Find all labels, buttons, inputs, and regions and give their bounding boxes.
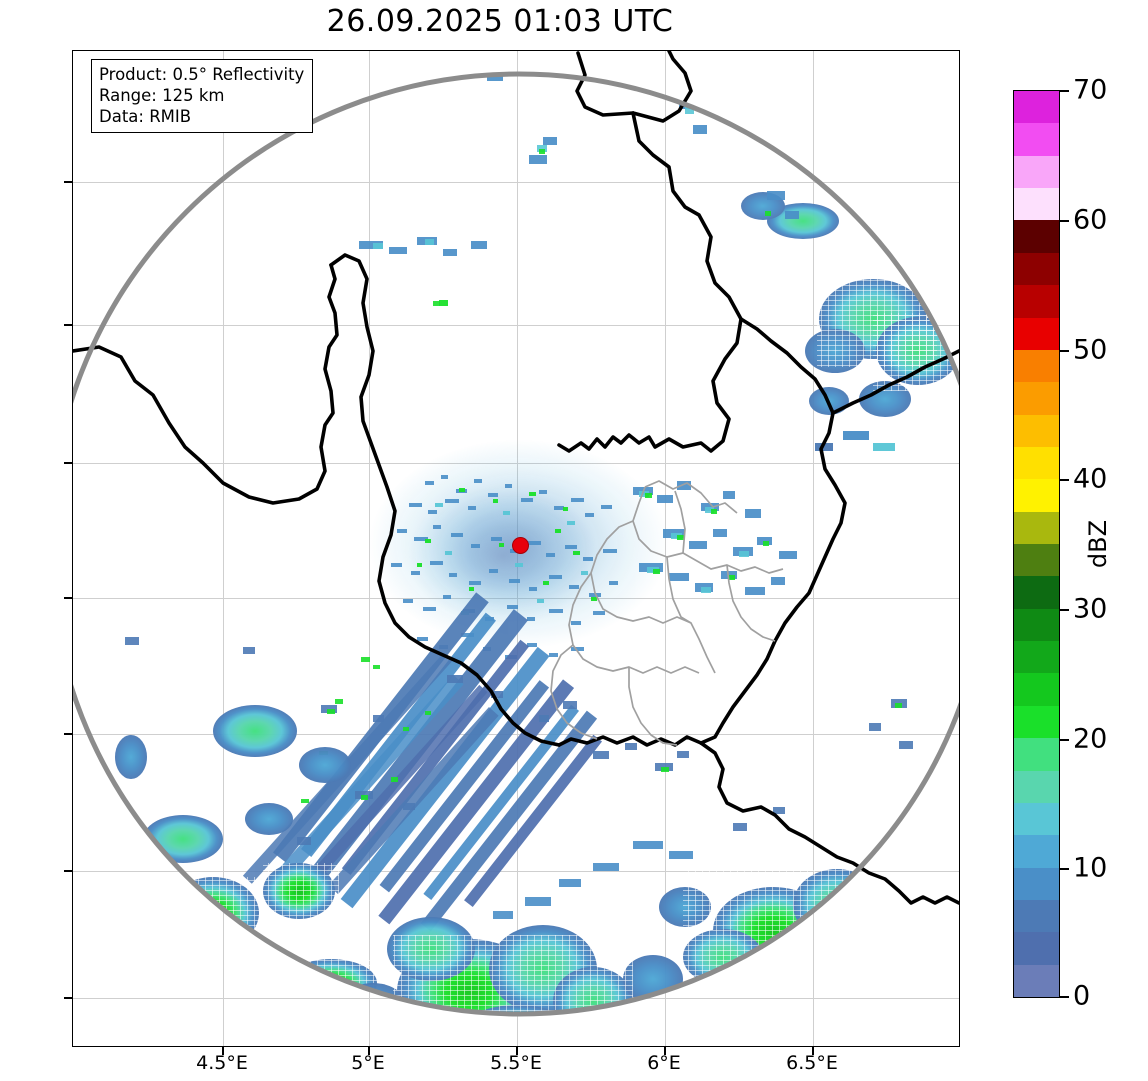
colorbar-band-17	[1014, 641, 1059, 674]
colorbar-band-4	[1014, 220, 1059, 253]
y-tick-mark	[64, 733, 72, 735]
page-title: 26.09.2025 01:03 UTC	[326, 4, 674, 39]
x-tick-mark	[368, 1047, 370, 1055]
colorbar-band-20	[1014, 738, 1059, 771]
x-tick-mark	[812, 1047, 814, 1055]
colorbar-band-2	[1014, 155, 1059, 189]
gridline-horizontal	[73, 325, 959, 326]
x-tick-mark	[222, 1047, 224, 1055]
x-tick-mark	[516, 1047, 518, 1055]
colorbar-band-11	[1014, 446, 1059, 480]
colorbar-band-13	[1014, 511, 1059, 545]
y-tick-mark	[64, 181, 72, 183]
colorbar-label-70: 70	[1073, 74, 1108, 106]
gridline-horizontal	[73, 871, 959, 872]
colorbar-label-50: 50	[1073, 334, 1108, 366]
colorbar[interactable]: 70 60 50 40 30 20 10 0	[1013, 75, 1107, 1012]
colorbar-band-14	[1014, 544, 1059, 577]
gridline-vertical	[813, 51, 814, 1046]
colorbar-tick	[1060, 739, 1069, 741]
y-tick-mark	[64, 870, 72, 872]
colorbar-label-40: 40	[1073, 463, 1108, 495]
colorbar-label-60: 60	[1073, 204, 1108, 236]
radar-map-plot[interactable]: Product: 0.5° Reflectivity Range: 125 km…	[72, 50, 960, 1047]
colorbar-band-8	[1014, 349, 1059, 383]
gridline-vertical	[223, 51, 224, 1046]
product-info-box: Product: 0.5° Reflectivity Range: 125 km…	[91, 59, 314, 134]
colorbar-gradient	[1013, 90, 1060, 998]
colorbar-label-0: 0	[1073, 980, 1091, 1012]
colorbar-band-21	[1014, 770, 1059, 803]
internal-border	[550, 480, 784, 746]
colorbar-band-5	[1014, 252, 1059, 286]
gridline-horizontal	[73, 182, 959, 183]
colorbar-label-10: 10	[1073, 852, 1108, 884]
info-product: Product: 0.5° Reflectivity	[99, 65, 305, 84]
colorbar-tick	[1060, 609, 1069, 611]
x-axis-label-5-5e: 5.5°E	[490, 1052, 542, 1074]
colorbar-band-16	[1014, 608, 1059, 642]
colorbar-band-24	[1014, 867, 1059, 900]
y-tick-mark	[64, 462, 72, 464]
colorbar-band-18	[1014, 673, 1059, 706]
colorbar-tick	[1060, 90, 1069, 92]
x-tick-mark	[664, 1047, 666, 1055]
info-data: Data: RMIB	[99, 107, 192, 127]
radar-site-marker[interactable]	[512, 537, 529, 554]
colorbar-band-23	[1014, 835, 1059, 868]
colorbar-label-30: 30	[1073, 593, 1108, 625]
y-tick-mark	[64, 597, 72, 599]
colorbar-band-22	[1014, 802, 1059, 836]
colorbar-tick	[1060, 479, 1069, 481]
y-tick-mark	[64, 997, 72, 999]
colorbar-band-15	[1014, 576, 1059, 609]
x-axis-label-4-5e: 4.5°E	[196, 1052, 248, 1074]
colorbar-tick	[1060, 996, 1069, 998]
colorbar-tick	[1060, 868, 1069, 870]
radar-echo-layer	[73, 51, 959, 1017]
x-axis-label-6e: 6°E	[647, 1052, 681, 1074]
colorbar-band-3	[1014, 188, 1059, 221]
y-tick-mark	[64, 324, 72, 326]
gridline-horizontal	[73, 734, 959, 735]
colorbar-label-20: 20	[1073, 723, 1108, 755]
colorbar-band-7	[1014, 317, 1059, 350]
info-range: Range: 125 km	[99, 86, 225, 106]
colorbar-band-26	[1014, 932, 1059, 965]
colorbar-band-27	[1014, 964, 1059, 998]
colorbar-band-9	[1014, 382, 1059, 415]
colorbar-band-19	[1014, 705, 1059, 739]
colorbar-band-6	[1014, 285, 1059, 318]
echo-group	[115, 74, 959, 1014]
colorbar-tick	[1060, 350, 1069, 352]
colorbar-band-25	[1014, 899, 1059, 933]
x-axis-label-6-5e: 6.5°E	[786, 1052, 838, 1074]
colorbar-band-12	[1014, 479, 1059, 512]
colorbar-band-1	[1014, 123, 1059, 156]
colorbar-title: dBZ	[1084, 519, 1112, 569]
range-ring-125km	[73, 71, 959, 1017]
x-axis-label-5e: 5°E	[351, 1052, 385, 1074]
colorbar-tick	[1060, 220, 1069, 222]
national-border	[73, 51, 959, 905]
colorbar-band-10	[1014, 414, 1059, 447]
colorbar-band-0	[1014, 91, 1059, 124]
